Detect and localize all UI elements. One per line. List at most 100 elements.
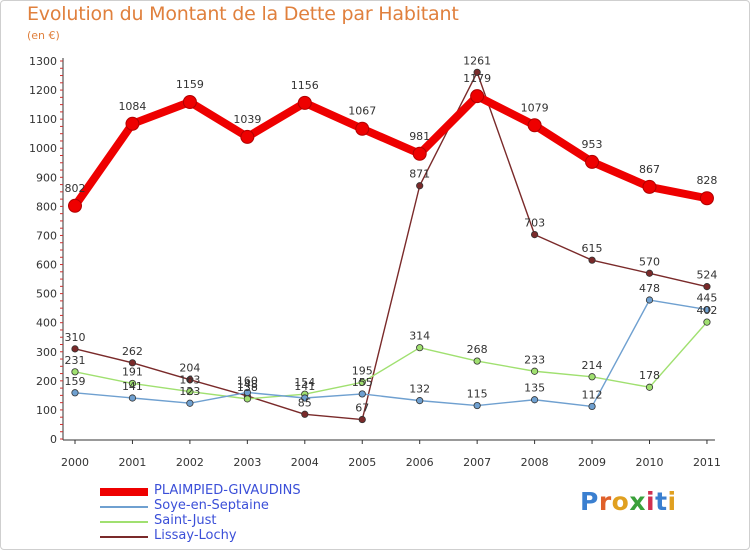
- data-point: [416, 344, 424, 352]
- data-label: 85: [298, 396, 312, 409]
- data-point: [416, 397, 424, 405]
- data-label: 195: [352, 364, 373, 377]
- data-point: [416, 182, 424, 190]
- legend-label: Saint-Just: [154, 513, 217, 528]
- y-tick-label: 700: [36, 229, 57, 242]
- data-label: 262: [122, 345, 143, 358]
- data-label: 112: [582, 388, 603, 401]
- data-label: 867: [639, 163, 660, 176]
- data-point: [355, 121, 370, 136]
- data-label: 1084: [118, 100, 146, 113]
- legend-swatch: [100, 488, 148, 496]
- data-label: 132: [409, 383, 430, 396]
- y-tick-label: 600: [36, 259, 57, 272]
- data-point: [128, 379, 137, 388]
- legend-swatch: [100, 521, 148, 523]
- data-point: [243, 395, 251, 403]
- data-label: 123: [179, 385, 200, 398]
- data-point: [358, 390, 366, 398]
- data-point: [473, 401, 481, 410]
- y-tick-label: 200: [36, 375, 57, 388]
- data-point: [530, 367, 539, 375]
- data-label: 214: [582, 359, 603, 372]
- series-line: [74, 71, 708, 421]
- x-tick-label: 2006: [406, 456, 434, 469]
- data-point: [527, 118, 542, 133]
- y-tick-label: 900: [36, 171, 57, 184]
- data-label: 570: [639, 255, 660, 268]
- x-tick-label: 2002: [176, 456, 204, 469]
- series-line: [74, 321, 708, 400]
- logo-letter: i: [646, 487, 656, 516]
- data-point: [71, 389, 79, 397]
- y-tick-label: 0: [50, 433, 57, 446]
- data-label: 478: [639, 282, 660, 295]
- y-tick-label: 300: [36, 346, 57, 359]
- data-label: 615: [582, 242, 603, 255]
- data-label: 138: [237, 381, 258, 394]
- data-label: 445: [696, 292, 717, 305]
- data-point: [297, 95, 312, 110]
- data-label: 953: [582, 138, 603, 151]
- logo-letter: x: [629, 487, 646, 516]
- logo-letter: r: [598, 487, 612, 516]
- data-point: [703, 318, 711, 326]
- legend-label: Soye-en-Septaine: [154, 498, 269, 513]
- data-label: 1261: [463, 54, 491, 67]
- data-point: [473, 357, 481, 365]
- data-label: 871: [409, 168, 430, 181]
- data-label: 115: [467, 388, 488, 401]
- data-point: [645, 383, 654, 391]
- y-tick-label: 800: [36, 200, 57, 213]
- data-label: 1156: [291, 79, 319, 92]
- logo-letter: o: [611, 487, 630, 516]
- line-chart: 0 100 200 300 400 500 600 700 800 900 1000 1100 1200…: [29, 54, 721, 469]
- data-point: [186, 388, 194, 396]
- data-point: [645, 296, 654, 304]
- data-label: 163: [179, 374, 200, 387]
- data-point: [301, 394, 309, 402]
- data-point: [703, 306, 711, 314]
- x-tick-label: 2010: [636, 456, 664, 469]
- data-point: [186, 376, 194, 384]
- series-line: [71, 92, 711, 210]
- data-point: [588, 256, 596, 264]
- data-label: 148: [237, 378, 258, 391]
- legend-swatch: [100, 506, 148, 508]
- data-point: [645, 269, 654, 277]
- data-point: [301, 410, 309, 418]
- data-point: [182, 94, 197, 109]
- x-tick-label: 2007: [463, 456, 491, 469]
- x-tick-label: 2005: [348, 456, 376, 469]
- data-label: 155: [352, 376, 373, 389]
- logo-letter: i: [667, 487, 677, 516]
- data-point: [186, 399, 194, 407]
- data-point: [68, 198, 82, 213]
- data-point: [412, 146, 427, 161]
- data-point: [358, 378, 366, 386]
- chart-title: Evolution du Montant de la Dette par Hab…: [27, 3, 459, 25]
- data-point: [588, 373, 596, 381]
- data-label: 191: [122, 365, 143, 378]
- data-label: 268: [467, 343, 488, 356]
- x-tick-label: 2000: [61, 456, 89, 469]
- x-tick-label: 2004: [291, 456, 319, 469]
- logo-letter: P: [580, 487, 599, 516]
- series-line: [74, 299, 708, 408]
- data-label: 1039: [233, 113, 261, 126]
- data-point: [128, 359, 137, 367]
- legend-label: PLAIMPIED-GIVAUDINS: [154, 483, 301, 498]
- data-label: 802: [65, 182, 86, 195]
- data-label: 1067: [348, 105, 376, 118]
- y-tick-label: 1200: [29, 84, 57, 97]
- data-label: 178: [639, 369, 660, 382]
- data-label: 1179: [463, 72, 491, 85]
- x-tick-label: 2003: [233, 456, 261, 469]
- y-tick-label: 100: [36, 404, 57, 417]
- data-point: [125, 116, 140, 131]
- legend-swatch: [100, 536, 148, 538]
- data-label: 233: [524, 353, 545, 366]
- data-point: [585, 154, 600, 169]
- data-label: 135: [524, 382, 545, 395]
